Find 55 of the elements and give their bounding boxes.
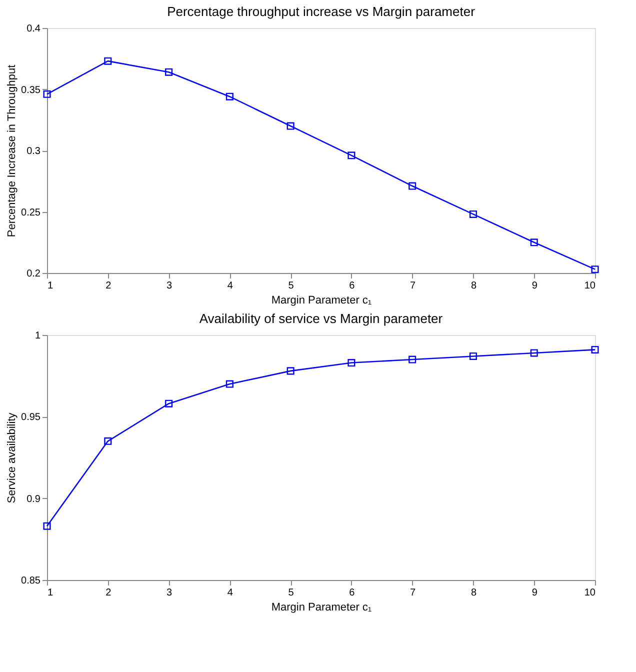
x-axis-title: Margin Parameter c₁ <box>271 602 372 614</box>
y-tick-label: 1 <box>34 330 41 342</box>
x-tick-label: 8 <box>470 588 477 598</box>
x-axis-title: Margin Parameter c₁ <box>271 294 372 306</box>
y-tick-label: 0.2 <box>26 268 41 280</box>
y-tick-label: 0.85 <box>21 576 41 586</box>
x-tick-label: 1 <box>48 280 54 292</box>
point <box>165 400 173 408</box>
point <box>469 210 477 218</box>
point <box>530 238 538 246</box>
point <box>469 352 477 360</box>
y-axis-title: Percentage Increase in Throughput <box>6 64 18 238</box>
point <box>408 356 416 364</box>
x-tick-label: 1 <box>48 588 54 598</box>
y-tick-label: 0.35 <box>21 84 41 96</box>
x-tick-label: 5 <box>288 588 294 598</box>
point <box>226 92 234 100</box>
point <box>286 367 294 375</box>
point <box>43 90 51 98</box>
chart-title: Availability of service vs Margin parameter <box>199 311 444 326</box>
point <box>104 437 112 445</box>
point <box>43 522 51 530</box>
x-tick-label: 10 <box>584 280 596 292</box>
chart-title: Percentage throughput increase vs Margin parameter <box>167 4 476 19</box>
point <box>348 359 356 367</box>
x-tick-label: 5 <box>288 280 294 292</box>
x-tick-label: 10 <box>584 588 596 598</box>
y-tick-label: 0.25 <box>21 207 41 218</box>
point <box>104 57 112 65</box>
x-tick-label: 4 <box>227 588 234 598</box>
x-tick-label: 9 <box>532 280 538 292</box>
y-tick-label: 0.4 <box>26 24 41 34</box>
x-tick-label: 2 <box>106 280 112 292</box>
y-tick-label: 0.9 <box>26 494 41 505</box>
point <box>591 266 599 274</box>
x-tick-label: 3 <box>166 280 172 292</box>
x-tick-label: 7 <box>410 280 416 292</box>
x-tick-label: 2 <box>106 588 112 598</box>
x-tick-label: 6 <box>349 588 356 598</box>
y-tick-label: 0.95 <box>21 412 41 424</box>
point <box>348 152 356 160</box>
y-axis-title: Service availability <box>6 412 18 504</box>
x-tick-label: 3 <box>166 588 172 598</box>
point <box>591 346 599 354</box>
y-tick-label: 0.3 <box>26 146 41 157</box>
point <box>226 380 234 388</box>
x-tick-label: 7 <box>410 588 416 598</box>
point <box>530 349 538 357</box>
point <box>408 182 416 190</box>
x-tick-label: 9 <box>532 588 538 598</box>
point <box>286 122 294 130</box>
x-tick-label: 6 <box>349 280 356 292</box>
point <box>165 68 173 76</box>
x-tick-label: 4 <box>227 280 234 292</box>
x-tick-label: 8 <box>470 280 477 292</box>
